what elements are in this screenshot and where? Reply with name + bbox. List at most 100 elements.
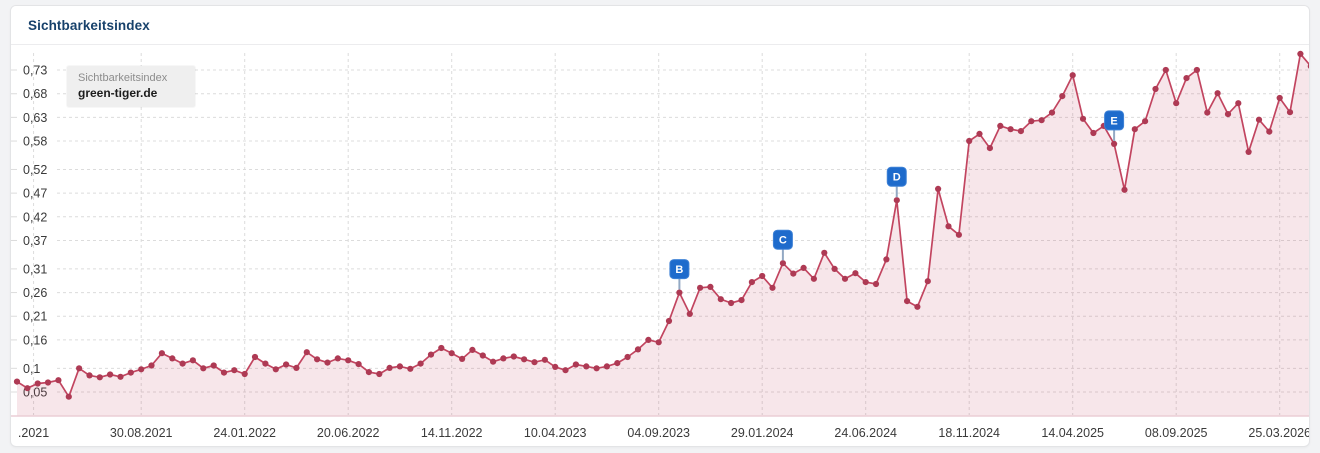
data-point[interactable] xyxy=(997,122,1004,129)
data-point[interactable] xyxy=(717,296,724,303)
data-point[interactable] xyxy=(427,351,435,358)
data-point[interactable] xyxy=(800,264,807,271)
data-point[interactable] xyxy=(283,361,290,368)
data-point[interactable] xyxy=(1038,117,1045,124)
data-point[interactable] xyxy=(986,145,994,152)
data-point[interactable] xyxy=(251,353,259,361)
data-point[interactable] xyxy=(189,357,196,364)
data-point[interactable] xyxy=(862,279,869,286)
data-point[interactable] xyxy=(1121,186,1128,193)
data-point[interactable] xyxy=(1255,116,1263,123)
data-point[interactable] xyxy=(562,367,569,374)
data-point[interactable] xyxy=(107,371,114,378)
data-point[interactable] xyxy=(24,385,31,392)
data-point[interactable] xyxy=(572,361,580,368)
data-point[interactable] xyxy=(552,363,559,370)
data-point[interactable] xyxy=(1028,118,1035,125)
data-point[interactable] xyxy=(396,363,403,370)
event-marker-b[interactable] xyxy=(669,259,690,280)
event-marker-d[interactable] xyxy=(886,166,907,187)
data-point[interactable] xyxy=(490,358,497,365)
data-point[interactable] xyxy=(127,369,134,376)
data-point[interactable] xyxy=(748,279,756,286)
data-point[interactable] xyxy=(500,355,507,362)
data-point[interactable] xyxy=(334,355,341,362)
data-point[interactable] xyxy=(138,366,145,373)
data-point[interactable] xyxy=(438,344,445,352)
data-point[interactable] xyxy=(1007,126,1014,133)
data-point[interactable] xyxy=(510,353,517,360)
data-point[interactable] xyxy=(707,283,714,290)
data-point[interactable] xyxy=(810,275,818,282)
data-point[interactable] xyxy=(686,310,693,317)
data-point[interactable] xyxy=(44,379,52,386)
data-point[interactable] xyxy=(1059,93,1066,100)
data-point[interactable] xyxy=(1286,109,1294,116)
data-point[interactable] xyxy=(448,350,455,357)
data-point[interactable] xyxy=(593,365,600,372)
data-point[interactable] xyxy=(634,346,642,353)
data-point[interactable] xyxy=(614,360,621,367)
data-point[interactable] xyxy=(1079,115,1087,122)
data-point[interactable] xyxy=(1090,129,1097,137)
data-point[interactable] xyxy=(117,373,124,380)
data-point[interactable] xyxy=(914,303,921,310)
data-point[interactable] xyxy=(624,353,631,361)
data-point[interactable] xyxy=(148,362,155,369)
data-point[interactable] xyxy=(1266,128,1273,135)
data-point[interactable] xyxy=(945,223,952,230)
data-point[interactable] xyxy=(220,369,228,376)
data-point[interactable] xyxy=(924,278,931,285)
data-point[interactable] xyxy=(345,357,352,364)
data-point[interactable] xyxy=(13,378,21,385)
data-point[interactable] xyxy=(821,249,828,256)
data-point[interactable] xyxy=(1235,100,1242,107)
data-point[interactable] xyxy=(531,359,538,366)
data-point[interactable] xyxy=(55,377,62,384)
data-point[interactable] xyxy=(231,367,238,374)
data-point[interactable] xyxy=(935,185,942,192)
data-point[interactable] xyxy=(417,360,424,367)
data-point[interactable] xyxy=(479,352,486,359)
data-point[interactable] xyxy=(407,365,414,372)
data-point[interactable] xyxy=(1111,140,1118,147)
data-point[interactable] xyxy=(904,298,911,305)
data-point[interactable] xyxy=(1069,72,1076,79)
data-point[interactable] xyxy=(645,336,652,343)
data-point[interactable] xyxy=(769,284,776,291)
data-point[interactable] xyxy=(790,270,797,277)
data-point[interactable] xyxy=(324,359,331,366)
data-point[interactable] xyxy=(976,130,983,137)
data-point[interactable] xyxy=(521,356,528,363)
data-point[interactable] xyxy=(655,339,662,346)
data-point[interactable] xyxy=(665,317,673,325)
data-point[interactable] xyxy=(376,370,383,378)
data-point[interactable] xyxy=(955,231,963,238)
data-point[interactable] xyxy=(469,346,476,353)
data-point[interactable] xyxy=(365,369,372,376)
data-point[interactable] xyxy=(241,370,248,378)
data-point[interactable] xyxy=(1183,75,1190,82)
data-point[interactable] xyxy=(872,280,880,288)
data-point[interactable] xyxy=(1173,100,1180,107)
data-point[interactable] xyxy=(86,372,93,379)
data-point[interactable] xyxy=(293,364,300,371)
data-point[interactable] xyxy=(1152,85,1159,93)
data-point[interactable] xyxy=(676,289,683,296)
data-point[interactable] xyxy=(210,362,217,369)
data-point[interactable] xyxy=(65,393,72,400)
data-point[interactable] xyxy=(1276,94,1283,102)
data-point[interactable] xyxy=(179,360,186,367)
data-point[interactable] xyxy=(1204,109,1211,116)
data-point[interactable] xyxy=(355,361,362,368)
data-point[interactable] xyxy=(583,363,590,370)
data-point[interactable] xyxy=(541,356,549,363)
data-point[interactable] xyxy=(386,364,393,371)
data-point[interactable] xyxy=(1017,128,1024,135)
data-point[interactable] xyxy=(1297,50,1304,57)
event-marker-c[interactable] xyxy=(772,229,793,250)
data-point[interactable] xyxy=(841,275,849,282)
data-point[interactable] xyxy=(883,256,890,263)
data-point[interactable] xyxy=(831,265,838,272)
data-point[interactable] xyxy=(1131,126,1138,133)
